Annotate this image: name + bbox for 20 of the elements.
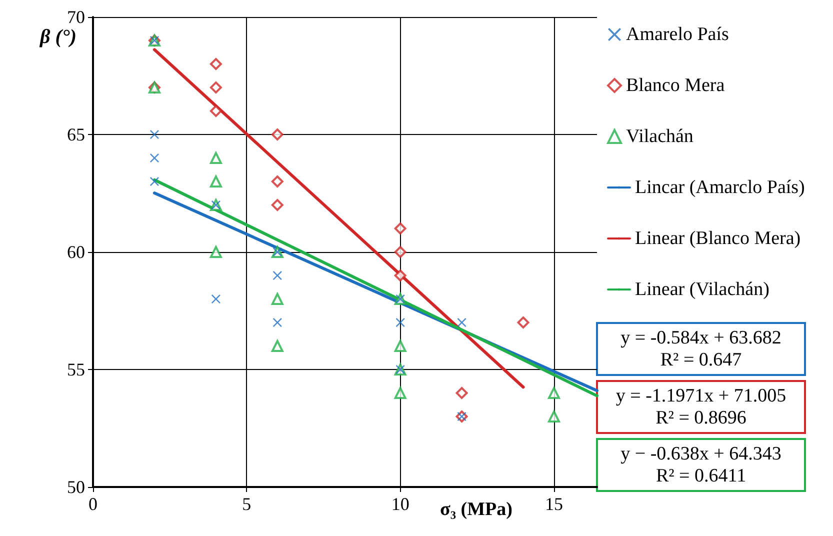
legend-label: Amarelo País	[626, 24, 729, 45]
legend-label: Blanco Mera	[626, 75, 726, 96]
y-tick-label: 70	[67, 7, 85, 27]
x-tick-label: 0	[88, 494, 98, 514]
x-tick-label: 10	[391, 494, 410, 514]
y-axis-title: β (°)	[39, 26, 77, 48]
legend-label: Linear (Blanco Mera)	[635, 228, 801, 249]
y-tick-label: 60	[67, 242, 85, 262]
x-tick-label: 15	[544, 494, 563, 514]
text: y − -0.638x + 64.343 R² = 0.6411	[620, 444, 782, 486]
y-tick-label: 65	[67, 124, 85, 144]
legend-label: Lincar (Amarclo País)	[635, 177, 805, 198]
legend-label: Linear (Vilachán)	[635, 279, 770, 300]
y-tick-label: 55	[67, 360, 85, 380]
text: y = -1.1971x + 71.005 R² = 0.8696	[616, 386, 786, 428]
legend-label: Vilachán	[626, 126, 694, 147]
x-tick-label: 5	[242, 494, 252, 514]
text: y = -0.584x + 63.682 R² = 0.647	[620, 328, 782, 370]
y-tick-label: 50	[67, 477, 85, 497]
x-axis-title: σ₃ (MPa)	[440, 499, 512, 520]
